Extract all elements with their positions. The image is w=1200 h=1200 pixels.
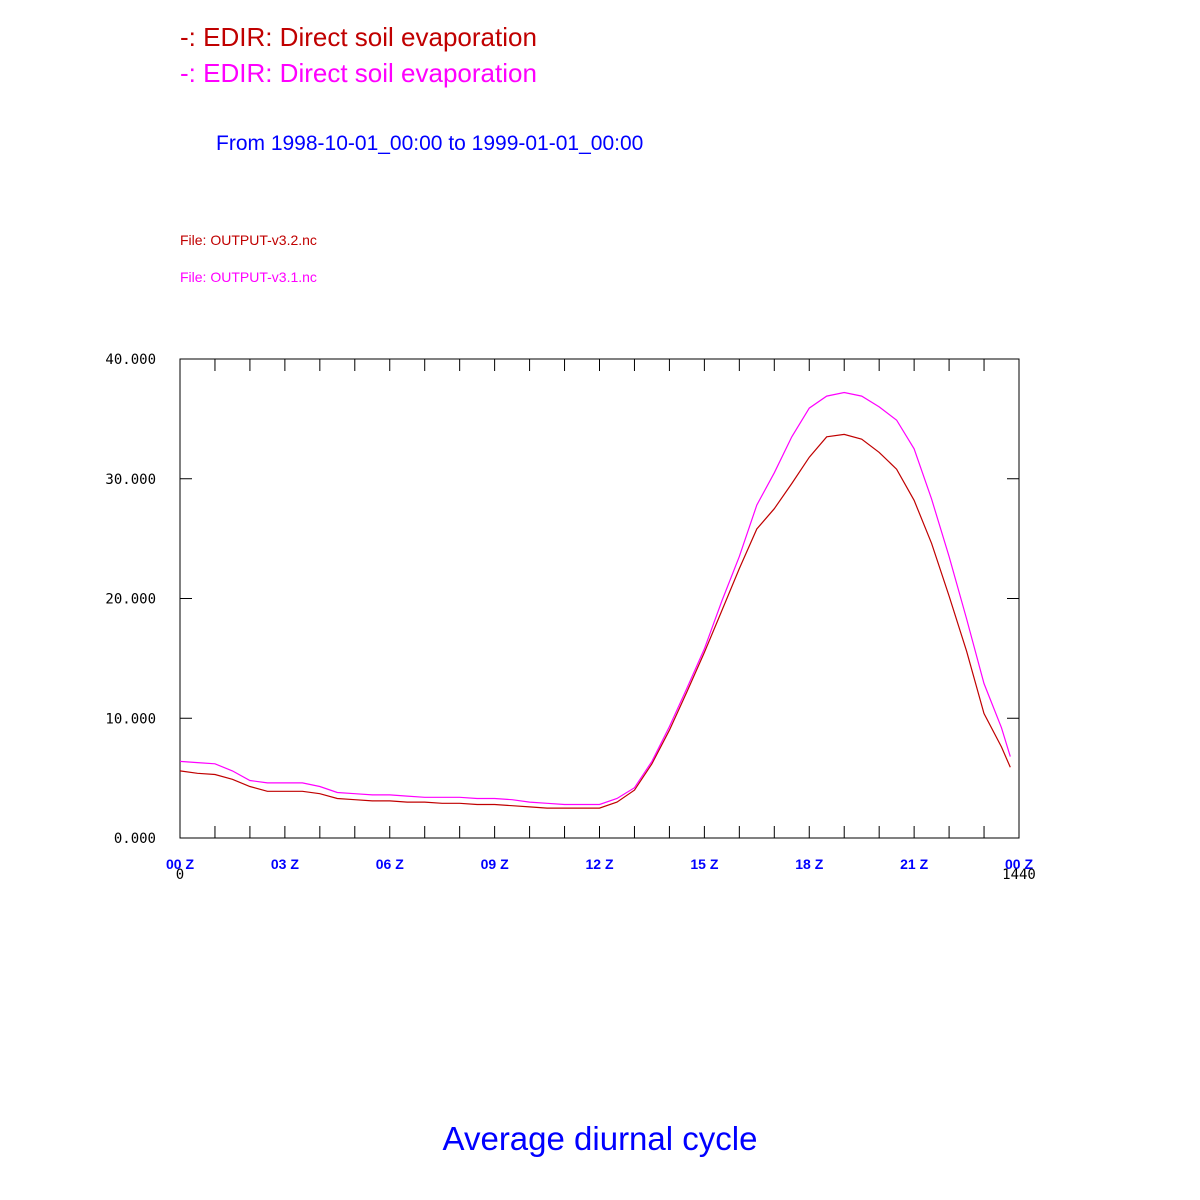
file-label-v3-1: File: OUTPUT-v3.1.nc [180,269,317,285]
x-tick-label: 18 Z [795,856,823,872]
legend-title-v3-2: -: EDIR: Direct soil evaporation [180,22,537,52]
y-tick-label: 20.000 [105,592,156,608]
chart-footer-title: Average diurnal cycle [442,1120,758,1157]
x-tick-label: 12 Z [585,856,613,872]
file-label-v3-2: File: OUTPUT-v3.2.nc [180,232,317,248]
legend-title-v3-1: -: EDIR: Direct soil evaporation [180,58,537,88]
x-tick-label: 00 Z [1005,856,1033,872]
date-range-label: From 1998-10-01_00:00 to 1999-01-01_00:0… [216,132,644,155]
series-line-v3-2 [179,433,1011,809]
series-line-v3-1 [179,391,1011,806]
y-tick-label: 10.000 [105,711,156,727]
y-tick-label: 0.000 [114,831,156,847]
y-tick-label: 40.000 [105,352,156,368]
y-tick-label: 30.000 [105,472,156,488]
x-tick-label: 00 Z [166,856,194,872]
x-tick-label: 06 Z [376,856,404,872]
x-tick-label: 21 Z [900,856,928,872]
x-tick-label: 15 Z [690,856,718,872]
x-end-label-start: 0 [176,867,184,883]
x-end-label-end: 1440 [1002,867,1036,883]
plot-frame [179,358,1020,839]
x-tick-label: 03 Z [271,856,299,872]
x-tick-label: 09 Z [481,856,509,872]
